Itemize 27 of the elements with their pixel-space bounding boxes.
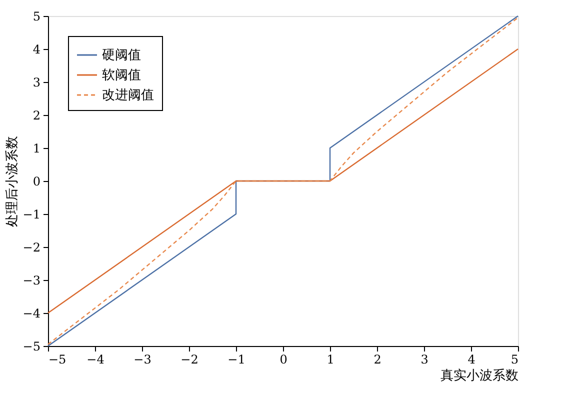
y-tick-label: 2 xyxy=(32,108,40,122)
y-tick-label: 0 xyxy=(32,174,40,188)
x-tick-label: 5 xyxy=(510,352,518,366)
x-axis-title: 真实小波系数 xyxy=(440,368,518,384)
y-tick-label: −5 xyxy=(22,340,40,354)
x-tick-label: −2 xyxy=(180,352,198,366)
x-tick-label: 2 xyxy=(374,352,382,366)
y-tick-label: −4 xyxy=(22,306,41,320)
y-tick-label: 5 xyxy=(32,10,40,24)
y-tick-label: 1 xyxy=(32,142,40,156)
legend-label: 软阈值 xyxy=(102,68,141,83)
y-tick-label: −1 xyxy=(22,208,40,222)
legend-label: 硬阈值 xyxy=(102,48,141,63)
x-tick-label: −4 xyxy=(86,352,105,366)
y-axis-title: 处理后小波系数 xyxy=(4,136,20,227)
legend-label: 改进阈值 xyxy=(102,88,154,103)
x-tick-label: 1 xyxy=(326,352,334,366)
x-tick-label: 4 xyxy=(468,352,476,366)
x-tick-label: 3 xyxy=(420,352,428,366)
x-tick-label: 0 xyxy=(280,352,288,366)
x-tick-label: −1 xyxy=(228,352,246,366)
x-tick-label: −3 xyxy=(134,352,152,366)
y-tick-label: −2 xyxy=(22,240,40,254)
y-tick-label: 4 xyxy=(32,42,41,56)
y-tick-label: −3 xyxy=(22,274,40,288)
y-tick-label: 3 xyxy=(32,76,40,90)
x-tick-label: −5 xyxy=(48,352,66,366)
